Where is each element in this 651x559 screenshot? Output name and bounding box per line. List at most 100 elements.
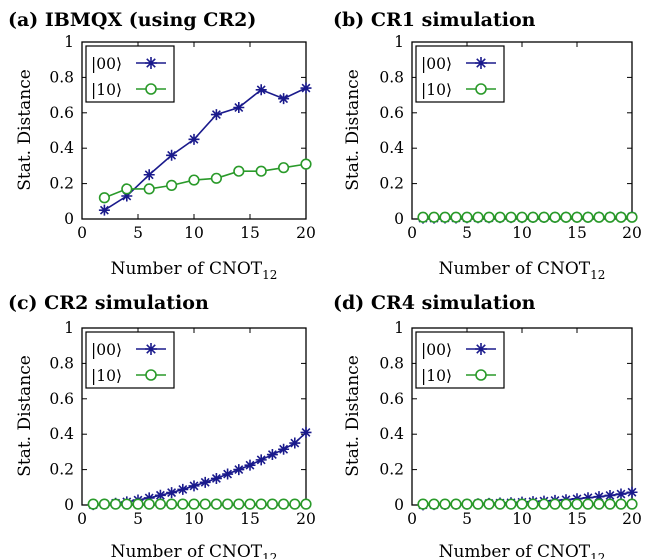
x-axis-label-main: Number of CNOT: [111, 542, 263, 559]
series-1: [87, 498, 312, 510]
data-point: [98, 192, 110, 204]
chart-title: (a) IBMQX (using CR2): [8, 9, 256, 31]
data-point: [244, 498, 256, 510]
y-tick-label: 0.6: [379, 390, 404, 408]
y-tick-label: 0: [64, 210, 74, 228]
legend-marker: [475, 343, 487, 355]
data-point: [549, 498, 561, 510]
data-point: [143, 492, 155, 504]
data-point: [244, 459, 256, 471]
data-point: [538, 211, 550, 223]
data-point: [255, 498, 267, 510]
legend-label: |10⟩: [421, 367, 452, 385]
legend-marker: [475, 83, 487, 95]
data-point: [166, 149, 178, 161]
x-axis-label-main: Number of CNOT: [439, 542, 591, 559]
data-point: [582, 211, 594, 223]
data-point: [255, 454, 267, 466]
data-point: [516, 211, 528, 223]
data-point: [278, 498, 290, 510]
legend-box: [415, 45, 505, 103]
y-tick-label: 0.8: [379, 68, 404, 86]
x-tick-label: 10: [184, 224, 204, 242]
y-tick-label: 0.8: [49, 354, 74, 372]
data-point: [222, 498, 234, 510]
x-tick-label: 15: [240, 224, 260, 242]
legend-marker: [145, 57, 157, 69]
x-tick-label: 0: [77, 510, 87, 528]
data-point: [428, 211, 440, 223]
x-tick-label: 10: [184, 510, 204, 528]
data-point: [505, 498, 517, 510]
x-tick-label: 10: [512, 224, 532, 242]
data-point: [210, 172, 222, 184]
data-point: [143, 498, 155, 510]
y-tick-label: 0.2: [49, 175, 74, 193]
data-point: [472, 498, 484, 510]
series-1: [417, 498, 638, 510]
data-point: [615, 498, 627, 510]
data-point: [222, 468, 234, 480]
data-point: [538, 498, 550, 510]
x-tick-label: 5: [462, 510, 472, 528]
data-point: [615, 488, 627, 500]
data-point: [278, 93, 290, 105]
data-point: [210, 498, 222, 510]
data-point: [483, 498, 495, 510]
data-point: [439, 498, 451, 510]
data-point: [450, 498, 462, 510]
data-point: [278, 162, 290, 174]
legend: |00⟩ |10⟩: [415, 331, 505, 389]
y-tick-label: 0.2: [379, 461, 404, 479]
chart-panel-3: (d) CR4 simulation 0 5 10 15 20 0 0.2 0.4 0.6 0.8 1…: [333, 292, 642, 559]
data-point: [233, 464, 245, 476]
data-point: [626, 486, 638, 498]
legend-box: [415, 331, 505, 389]
data-point: [300, 426, 312, 438]
y-axis-label: Stat. Distance: [343, 355, 363, 477]
y-tick-label: 1: [394, 319, 404, 337]
data-point: [483, 211, 495, 223]
x-axis-label: Number of CNOT12: [439, 259, 606, 282]
data-point: [582, 492, 594, 504]
legend-box: [85, 331, 175, 389]
chart-title: (b) CR1 simulation: [333, 9, 536, 31]
y-tick-label: 0: [64, 496, 74, 514]
data-point: [300, 82, 312, 94]
data-point: [417, 211, 429, 223]
data-point: [143, 183, 155, 195]
data-point: [132, 498, 144, 510]
legend-marker: [145, 369, 157, 381]
legend-label: |00⟩: [421, 341, 452, 359]
data-point: [233, 101, 245, 113]
data-point: [177, 483, 189, 495]
data-point: [571, 498, 583, 510]
chart-panel-0: (a) IBMQX (using CR2) 0 5 10 15 20 0 0.2 0.4 0.6 0…: [8, 9, 316, 282]
x-axis-label-main: Number of CNOT: [111, 259, 263, 279]
x-axis-label-subscript: 12: [590, 268, 605, 282]
data-point: [154, 498, 166, 510]
x-tick-label: 15: [567, 224, 587, 242]
data-point: [549, 211, 561, 223]
data-point: [461, 211, 473, 223]
data-point: [604, 498, 616, 510]
data-point: [98, 498, 110, 510]
y-tick-label: 0.4: [379, 139, 404, 157]
y-tick-label: 0.2: [379, 175, 404, 193]
data-point: [210, 109, 222, 121]
legend-label: |00⟩: [91, 55, 122, 73]
data-point: [300, 498, 312, 510]
series-line: [104, 163, 307, 199]
y-tick-label: 0: [394, 496, 404, 514]
data-point: [233, 498, 245, 510]
data-point: [582, 498, 594, 510]
legend: |00⟩ |10⟩: [85, 45, 175, 103]
data-point: [417, 498, 429, 510]
data-point: [233, 165, 245, 177]
chart-title: (c) CR2 simulation: [8, 292, 209, 314]
data-point: [188, 480, 200, 492]
data-point: [494, 211, 506, 223]
y-tick-label: 0.6: [49, 390, 74, 408]
data-point: [199, 498, 211, 510]
data-point: [300, 158, 312, 170]
